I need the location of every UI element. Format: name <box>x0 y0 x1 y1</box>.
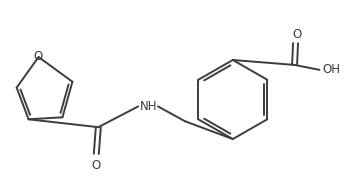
Text: O: O <box>292 28 301 41</box>
Text: OH: OH <box>323 63 340 76</box>
Text: NH: NH <box>139 100 157 113</box>
Text: O: O <box>33 49 42 62</box>
Text: O: O <box>92 159 101 172</box>
